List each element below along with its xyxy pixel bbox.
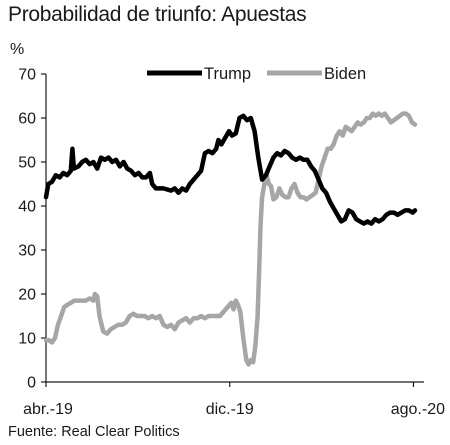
series-line-biden	[43, 111, 418, 367]
y-tick-label: 30	[18, 243, 36, 260]
y-tick-label: 60	[18, 111, 36, 128]
x-tick-label: abr.-19	[23, 401, 73, 418]
y-tick-label: 40	[18, 199, 36, 216]
y-tick-label: 50	[18, 155, 36, 172]
chart-title: Probabilidad de triunfo: Apuestas	[8, 3, 307, 26]
y-tick-label: 70	[18, 67, 36, 84]
series-line-trump	[43, 113, 418, 226]
y-tick-label: 0	[27, 375, 36, 392]
source-note: Fuente: Real Clear Politics	[8, 424, 180, 440]
x-tick-label: ago.-20	[391, 401, 445, 418]
y-tick-label: 20	[18, 287, 36, 304]
y-tick-label: 10	[18, 331, 36, 348]
legend-label-biden: Biden	[324, 65, 366, 83]
x-tick-label: dic.-19	[206, 401, 254, 418]
y-axis-unit-label: %	[10, 41, 24, 58]
legend-label-trump: Trump	[204, 65, 251, 83]
